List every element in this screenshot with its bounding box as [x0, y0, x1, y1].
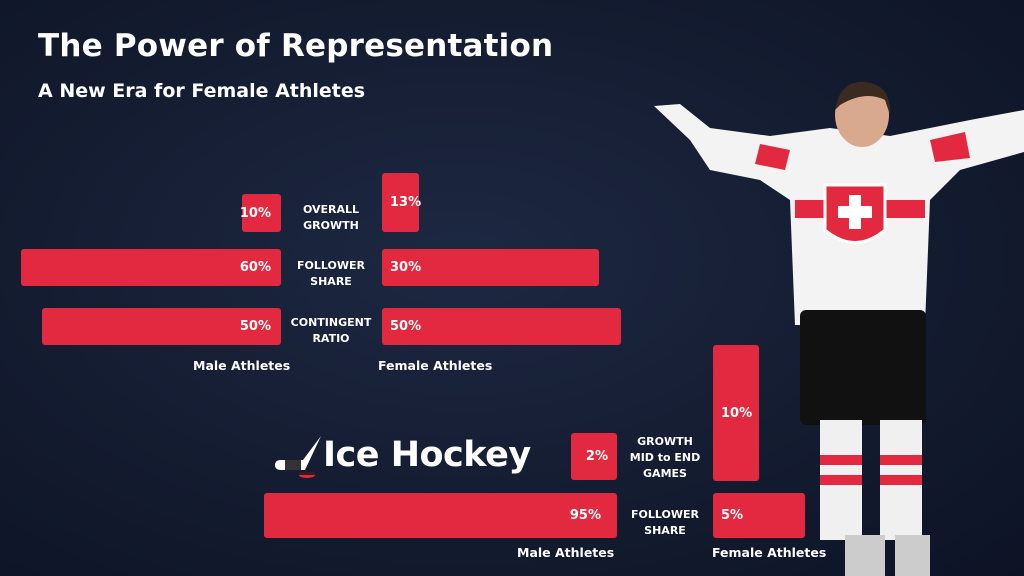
category-label-follower-share-hockey: FOLLOWER SHARE — [631, 508, 699, 537]
page-title: The Power of Representation — [38, 28, 554, 64]
category-label-growth-mid-end: GROWTH MID to END GAMES — [629, 435, 701, 480]
bar-male-contingent-ratio: 50% — [42, 308, 281, 345]
bar-female-contingent-ratio: 50% — [382, 308, 621, 345]
hockey-stick-puck-icon — [275, 436, 321, 478]
bar-female-follower-share: 30% — [382, 249, 599, 286]
bar-male-overall-growth: 10% — [240, 194, 281, 232]
ice-hockey-logo: Ice Hockey — [275, 430, 531, 480]
legend-female-athletes: Female Athletes — [378, 358, 493, 373]
category-label-contingent-ratio: CONTINGENT RATIO — [290, 316, 372, 345]
category-label-follower-share: FOLLOWER SHARE — [297, 259, 365, 288]
bar-female-overall-growth: 13% — [382, 173, 421, 232]
page-subtitle: A New Era for Female Athletes — [38, 80, 366, 102]
ice-hockey-title: Ice Hockey — [323, 435, 531, 475]
athlete-photo — [654, 81, 1024, 576]
bar-female-growth-mid-end: 10% — [713, 345, 759, 481]
legend-female-athletes-hockey: Female Athletes — [712, 545, 827, 560]
bar-male-growth-mid-end: 2% — [571, 433, 617, 480]
bar-female-follower-share-hockey: 5% — [713, 493, 805, 538]
category-label-overall-growth: OVERALL GROWTH — [302, 203, 360, 232]
legend-male-athletes: Male Athletes — [193, 358, 291, 373]
bar-male-follower-share-hockey: 95% — [264, 493, 617, 538]
legend-male-athletes-hockey: Male Athletes — [517, 545, 615, 560]
bar-male-follower-share: 60% — [21, 249, 281, 286]
